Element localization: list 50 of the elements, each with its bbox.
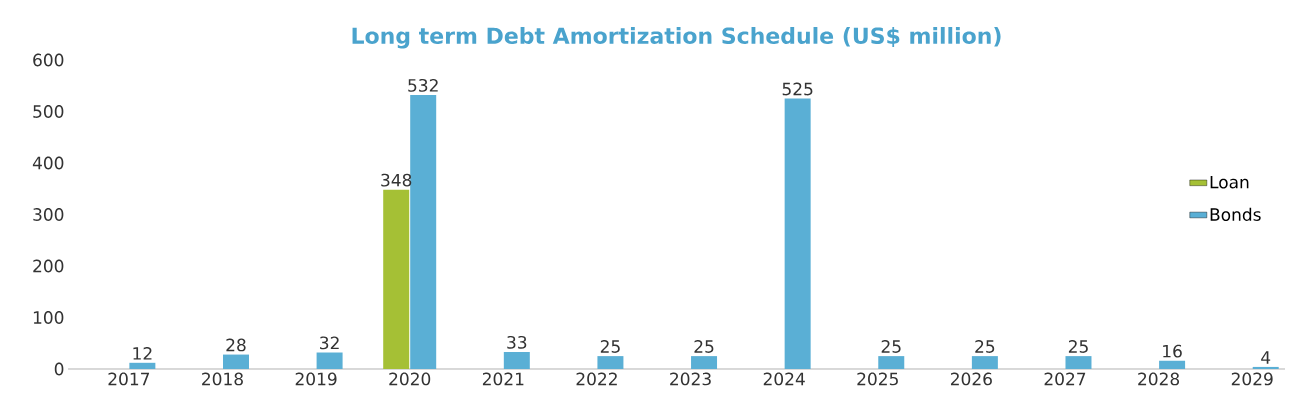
y-tick-label: 500 [33, 105, 64, 118]
y-tick-label: 300 [33, 208, 64, 221]
legend-label: Loan [1210, 175, 1249, 189]
y-tick-label: 200 [33, 259, 64, 273]
bar [129, 362, 156, 369]
bar [597, 356, 624, 369]
y-tick-label: 600 [33, 53, 64, 67]
data-label: 25 [1068, 340, 1088, 353]
x-tick-label: 2028 [1138, 372, 1180, 386]
chart-title: Long term Debt Amortization Schedule (US$ million) [352, 26, 1001, 49]
x-tick-label: 2029 [1231, 372, 1273, 386]
bar [691, 356, 718, 369]
data-label: 33 [507, 335, 527, 349]
data-label: 12 [133, 346, 152, 360]
data-label: 525 [782, 82, 813, 96]
bar [971, 356, 998, 369]
y-tick-label: 100 [33, 311, 64, 324]
data-label: 532 [408, 78, 438, 92]
data-label: 28 [226, 338, 246, 352]
x-tick-label: 2021 [482, 372, 524, 386]
x-tick-label: 2018 [202, 372, 243, 386]
bar [1252, 366, 1279, 369]
bar [784, 98, 811, 369]
bar [410, 95, 437, 369]
x-tick-label: 2026 [950, 372, 992, 386]
y-tick-label: 400 [32, 156, 64, 170]
x-tick-label: 2019 [295, 372, 337, 386]
data-label: 25 [975, 340, 995, 353]
legend-label: Bonds [1210, 207, 1261, 221]
bar [1065, 356, 1092, 369]
bar [1159, 360, 1186, 369]
bar [316, 352, 343, 369]
bar [222, 354, 249, 369]
x-tick-label: 2017 [108, 372, 150, 386]
bar [383, 189, 410, 369]
data-label: 4 [1261, 351, 1271, 364]
bar [503, 351, 530, 369]
data-label: 25 [694, 340, 714, 353]
data-label: 32 [320, 336, 339, 350]
y-tick-label: 0 [54, 362, 64, 376]
x-tick-label: 2025 [857, 372, 898, 386]
x-tick-label: 2020 [389, 372, 431, 386]
bar [878, 356, 905, 369]
x-tick-label: 2023 [670, 372, 711, 386]
x-tick-label: 2022 [576, 372, 617, 386]
x-tick-label: 2024 [763, 372, 805, 386]
data-label: 25 [600, 340, 620, 353]
data-label: 16 [1163, 344, 1182, 358]
data-label: 25 [881, 340, 901, 353]
x-tick-label: 2027 [1044, 372, 1086, 386]
